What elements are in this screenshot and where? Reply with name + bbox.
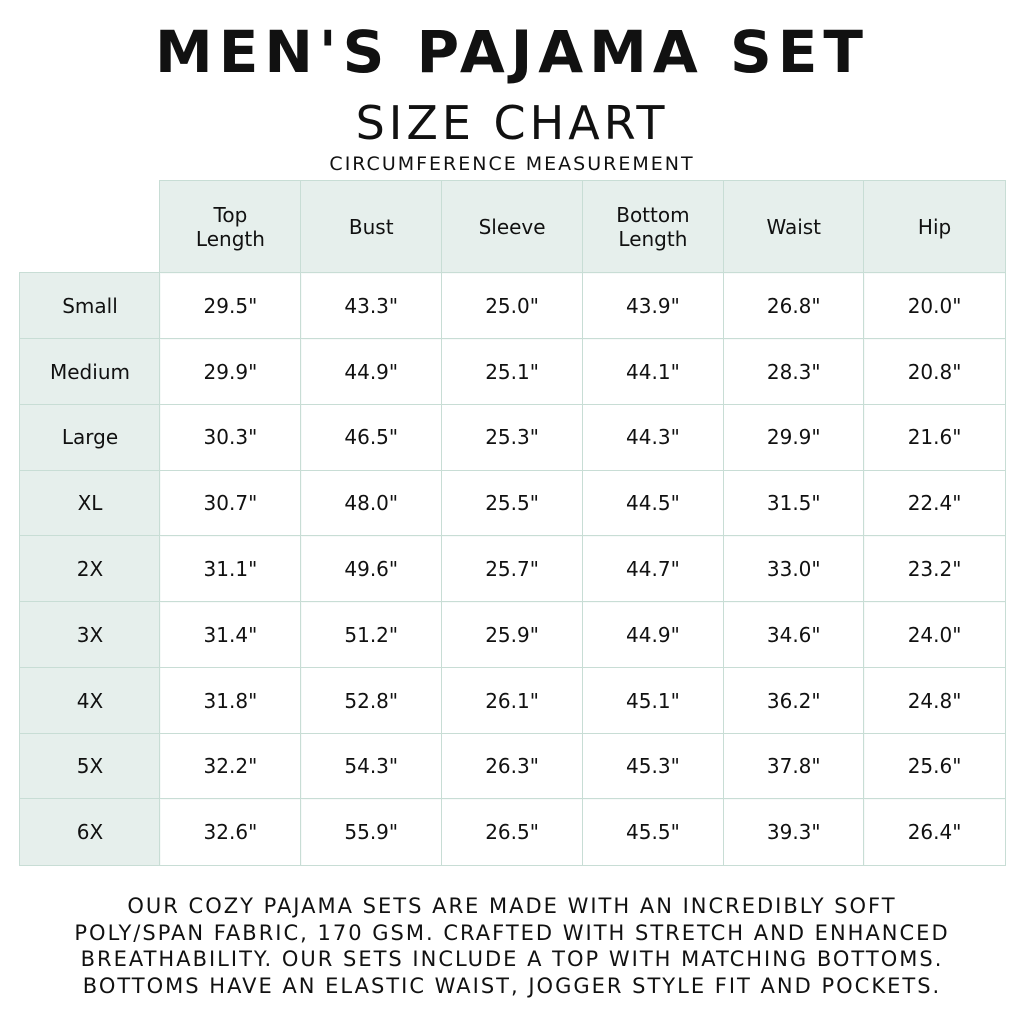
table-cell: 25.7" [440,535,584,603]
table-cell: 55.9" [300,798,443,866]
table-cell: 44.9" [300,338,443,406]
table-cell: 25.6" [863,732,1006,800]
row-size-label: XL [19,469,161,537]
table-cell: 25.3" [440,403,584,472]
column-header: Bust [300,180,443,274]
table-cell: 20.0" [863,272,1006,340]
size-table: Top Length Bust Sleeve Bottom Length Waist Hi… [19,180,1006,866]
description-line: OUR COZY PAJAMA SETS ARE MADE WITH AN IN… [127,894,897,918]
table-cell: 30.7" [159,469,302,537]
row-size-label: Large [19,403,161,472]
table-cell: 45.5" [581,798,725,866]
table-cell: 25.9" [440,601,584,669]
table-cell: 52.8" [300,666,443,735]
table-cell: 25.1" [440,338,584,406]
table-cell: 36.2" [722,666,865,735]
row-size-label: Medium [19,338,161,406]
description-line: BOTTOMS HAVE AN ELASTIC WAIST, JOGGER ST… [82,973,942,998]
column-header: Waist [722,180,865,274]
table-cell: 39.3" [722,798,865,866]
column-header: Top Length [159,180,302,274]
row-size-label: 5X [19,732,161,800]
product-description: OUR COZY PAJAMA SETS ARE MADE WITH AN IN… [0,893,1024,999]
table-corner [19,180,161,274]
table-cell: 51.2" [300,601,443,669]
table-cell: 44.5" [581,469,725,537]
table-cell: 34.6" [722,601,865,669]
table-cell: 32.6" [159,798,302,866]
table-cell: 29.9" [722,403,865,472]
table-cell: 29.5" [159,272,302,340]
table-cell: 26.4" [863,798,1006,866]
table-cell: 28.3" [722,338,865,406]
measurement-note: CIRCUMFERENCE MEASUREMENT [329,153,695,175]
table-cell: 43.9" [581,272,725,340]
table-cell: 26.5" [440,798,584,866]
table-cell: 32.2" [159,732,302,800]
table-cell: 44.9" [581,601,725,669]
table-cell: 25.0" [440,272,584,340]
table-cell: 23.2" [863,535,1006,603]
table-cell: 43.3" [300,272,443,340]
description-line: BREATHABILITY. OUR SETS INCLUDE A TOP WI… [80,947,944,971]
column-header: Sleeve [440,180,584,274]
table-cell: 31.4" [159,601,302,669]
table-cell: 20.8" [863,338,1006,406]
table-cell: 44.1" [581,338,725,406]
column-header: Bottom Length [581,180,725,274]
table-cell: 31.8" [159,666,302,735]
table-cell: 24.0" [863,601,1006,669]
page-subtitle: SIZE CHART [355,96,669,150]
table-cell: 26.3" [440,732,584,800]
row-size-label: 2X [19,535,161,603]
table-cell: 22.4" [863,469,1006,537]
table-cell: 21.6" [863,403,1006,472]
table-cell: 45.3" [581,732,725,800]
table-cell: 44.7" [581,535,725,603]
table-cell: 48.0" [300,469,443,537]
table-cell: 31.1" [159,535,302,603]
table-cell: 24.8" [863,666,1006,735]
table-cell: 26.8" [722,272,865,340]
row-size-label: 6X [19,798,161,866]
row-size-label: 4X [19,666,161,735]
column-header: Hip [863,180,1006,274]
table-cell: 30.3" [159,403,302,472]
table-cell: 45.1" [581,666,725,735]
row-size-label: Small [19,272,161,340]
row-size-label: 3X [19,601,161,669]
table-cell: 26.1" [440,666,584,735]
table-cell: 49.6" [300,535,443,603]
page-title: MEN'S PAJAMA SET [155,18,869,86]
table-cell: 31.5" [722,469,865,537]
table-cell: 37.8" [722,732,865,800]
table-cell: 29.9" [159,338,302,406]
table-cell: 25.5" [440,469,584,537]
description-line: POLY/SPAN FABRIC, 170 GSM. CRAFTED WITH … [74,920,950,945]
table-cell: 54.3" [300,732,443,800]
table-cell: 46.5" [300,403,443,472]
table-cell: 44.3" [581,403,725,472]
table-cell: 33.0" [722,535,865,603]
